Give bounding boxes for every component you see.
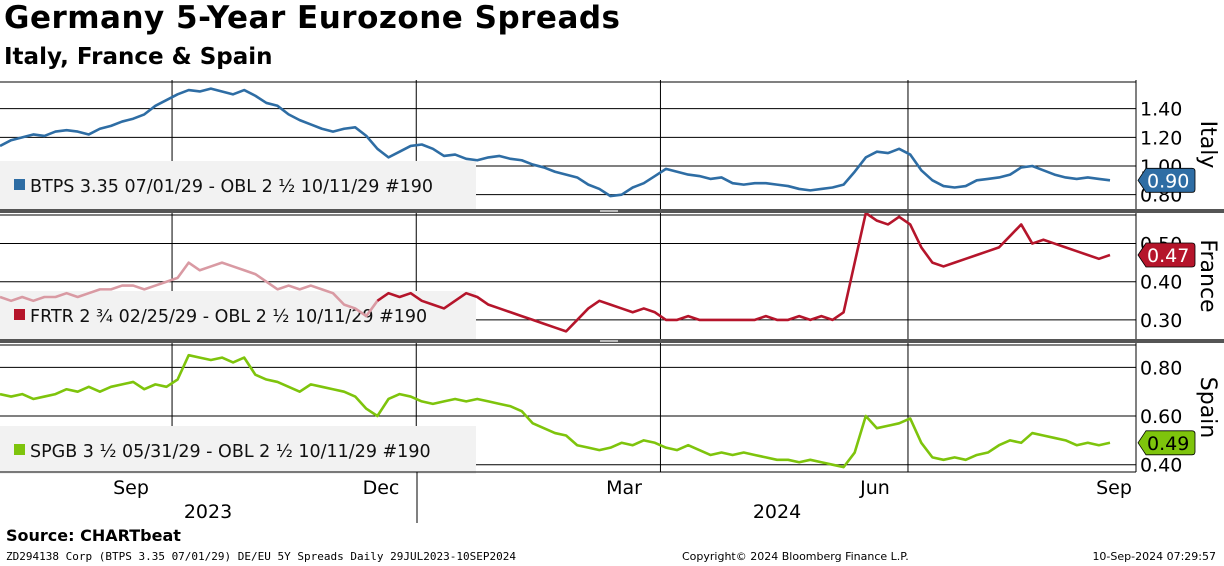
last-value-label: 0.49 [1147,433,1189,455]
y-tick-label: 0.80 [1140,357,1182,379]
x-tick-label: Mar [606,477,642,499]
last-value-tag: 0.90 [1137,167,1196,193]
legend-swatch [14,309,25,320]
y-tick-label: 0.30 [1140,310,1182,332]
legend-france[interactable]: FRTR 2 ¾ 02/25/29 - OBL 2 ½ 10/11/29 #19… [0,291,476,339]
last-value-label: 0.90 [1147,170,1189,192]
last-value-label: 0.47 [1147,245,1189,267]
last-value-badge [1137,242,1196,268]
legend-label: SPGB 3 ½ 05/31/29 - OBL 2 ½ 10/11/29 #19… [30,442,431,462]
legend-label: BTPS 3.35 07/01/29 - OBL 2 ½ 10/11/29 #1… [30,177,433,197]
x-tick-label: Jun [859,477,890,499]
y-tick-label: 0.40 [1140,272,1182,294]
legend-box [0,426,476,474]
source-note: Source: CHARTbeat [6,526,181,545]
x-axis-labels: Sep Dec Mar Jun Sep 2023 2024 [113,477,1132,523]
y-tick-label: 0.40 [1140,455,1182,477]
x-tick-label: Sep [1096,477,1132,499]
x-tick-label: Sep [113,477,149,499]
panel-spain: 0.40 0.60 0.80 SPGB 3 ½ 05/31/29 - OBL 2 ½ … [0,343,1220,477]
x-year-label: 2023 [184,501,232,523]
legend-swatch [14,444,25,455]
last-value-badge [1137,430,1196,456]
series-line-faded-france [0,261,379,318]
footer-timestamp: 10-Sep-2024 07:29:57 [1092,550,1216,563]
y-tick-label: 0.60 [1140,406,1182,428]
panel-name-italy: Italy [1195,121,1220,169]
last-value-badge [1137,167,1196,193]
series-line-spain [0,353,1111,469]
chart-subtitle: Italy, France & Spain [4,44,273,70]
separator-grip-2 [600,340,618,342]
series-line-italy [0,87,1111,198]
x-tick-label: Dec [363,477,400,499]
legend-label: FRTR 2 ¾ 02/25/29 - OBL 2 ½ 10/11/29 #19… [30,307,427,327]
legend-swatch [14,179,25,190]
legend-box [0,291,476,339]
legend-box [0,161,476,209]
y-tick-label: 1.20 [1140,127,1182,149]
last-value-tag: 0.49 [1137,430,1196,456]
y-tick-label: 1.40 [1140,99,1182,121]
series-line-france [376,211,1111,333]
last-value-tag: 0.47 [1137,242,1196,268]
legend-italy[interactable]: BTPS 3.35 07/01/29 - OBL 2 ½ 10/11/29 #1… [0,161,476,209]
panel-france: 0.300.400.50FRTR 2 ¾ 02/25/29 - OBL 2 ½ … [0,211,1220,339]
panel-name-france: France [1195,239,1220,312]
x-year-label: 2024 [753,501,801,523]
legend-spain[interactable]: SPGB 3 ½ 05/31/29 - OBL 2 ½ 10/11/29 #19… [0,426,476,474]
panel-name-spain: Spain [1195,377,1220,438]
chart-title: Germany 5-Year Eurozone Spreads [4,0,621,36]
footer-security: ZD294138 Corp (BTPS 3.35 07/01/29) DE/EU… [6,550,516,563]
separator-grip-1 [600,210,618,212]
vertical-gridlines [171,80,909,472]
footer-copyright: Copyright© 2024 Bloomberg Finance L.P. [682,550,909,563]
